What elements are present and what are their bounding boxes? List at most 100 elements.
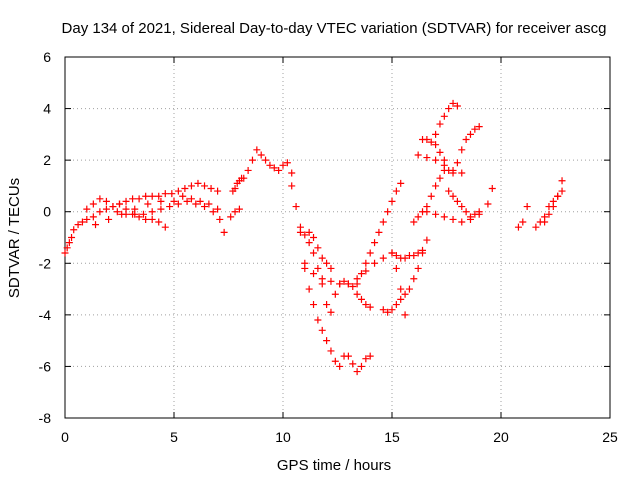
data-point — [353, 368, 361, 376]
data-point — [305, 228, 313, 236]
data-point — [161, 190, 169, 198]
data-point — [405, 285, 413, 293]
data-point — [214, 205, 222, 213]
data-point — [458, 203, 466, 211]
data-point — [96, 208, 104, 216]
data-point — [414, 264, 422, 272]
series-track-19 — [432, 99, 461, 138]
data-point — [262, 156, 270, 164]
series-track-24 — [541, 177, 566, 226]
data-point — [183, 197, 191, 205]
data-point — [122, 197, 130, 205]
data-point — [440, 112, 448, 120]
data-point — [314, 316, 322, 324]
data-point — [410, 218, 418, 226]
series-track-4 — [179, 192, 222, 213]
data-point — [205, 200, 213, 208]
data-point — [214, 187, 222, 195]
plot-frame — [64, 56, 611, 419]
data-point — [288, 182, 296, 190]
series-track-26 — [92, 197, 178, 229]
data-point — [131, 205, 139, 213]
data-point — [65, 239, 73, 247]
data-point — [310, 301, 318, 309]
data-point — [231, 208, 239, 216]
y-tick-labels: -8 -6 -4 -2 0 2 4 6 — [39, 49, 52, 426]
data-point — [432, 156, 440, 164]
data-point — [61, 249, 69, 257]
data-point — [340, 277, 348, 285]
data-point — [266, 161, 274, 169]
series-track-13 — [353, 179, 405, 288]
data-point — [423, 154, 431, 162]
data-point — [227, 213, 235, 221]
data-point — [449, 192, 457, 200]
data-point — [349, 360, 357, 368]
data-point — [484, 200, 492, 208]
data-point — [118, 210, 126, 218]
data-point — [466, 213, 474, 221]
data-point — [78, 218, 86, 226]
data-point — [440, 213, 448, 221]
data-point — [558, 187, 566, 195]
axis-ticks — [64, 56, 611, 419]
data-point — [366, 303, 374, 311]
data-point — [427, 192, 435, 200]
data-point — [318, 275, 326, 283]
x-tick-label: 15 — [384, 429, 400, 445]
data-point — [283, 159, 291, 167]
y-tick-label: 0 — [43, 204, 51, 220]
y-tick-label: 2 — [43, 152, 51, 168]
data-point — [532, 223, 540, 231]
data-point — [314, 264, 322, 272]
data-point — [336, 280, 344, 288]
data-point — [453, 197, 461, 205]
data-point — [414, 151, 422, 159]
data-point — [379, 218, 387, 226]
data-point — [135, 213, 143, 221]
x-tick-label: 10 — [275, 429, 291, 445]
data-point — [423, 208, 431, 216]
data-point — [148, 208, 156, 216]
series-track-2 — [83, 195, 169, 231]
data-point — [240, 174, 248, 182]
data-point — [466, 130, 474, 138]
data-point — [305, 239, 313, 247]
series-track-23 — [532, 187, 566, 231]
data-point — [275, 166, 283, 174]
series-track-21 — [445, 187, 483, 221]
data-point — [168, 190, 176, 198]
data-point — [327, 308, 335, 316]
data-point — [445, 105, 453, 113]
data-point — [144, 200, 152, 208]
data-point — [362, 355, 370, 363]
data-point — [453, 102, 461, 110]
data-point — [116, 200, 123, 208]
data-point — [362, 301, 370, 309]
data-point — [558, 177, 566, 185]
data-point — [231, 185, 239, 193]
data-point — [83, 205, 91, 213]
data-point — [331, 357, 339, 365]
x-tick-labels: 0 5 10 15 20 25 — [61, 429, 618, 445]
data-point — [83, 215, 91, 223]
data-point — [471, 210, 479, 218]
data-point — [362, 259, 370, 267]
data-point — [366, 249, 374, 257]
data-points — [61, 99, 566, 376]
data-point — [166, 203, 174, 211]
x-tick-label: 0 — [61, 429, 69, 445]
data-point — [475, 123, 483, 131]
data-point — [68, 234, 76, 241]
x-tick-label: 20 — [493, 429, 509, 445]
data-point — [74, 221, 82, 229]
data-point — [440, 161, 448, 169]
data-point — [318, 254, 326, 262]
data-point — [458, 146, 466, 154]
x-axis-label: GPS time / hours — [277, 457, 391, 474]
series-track-1 — [61, 179, 222, 257]
data-point — [201, 182, 209, 190]
data-point — [410, 275, 418, 283]
data-point — [157, 205, 165, 213]
